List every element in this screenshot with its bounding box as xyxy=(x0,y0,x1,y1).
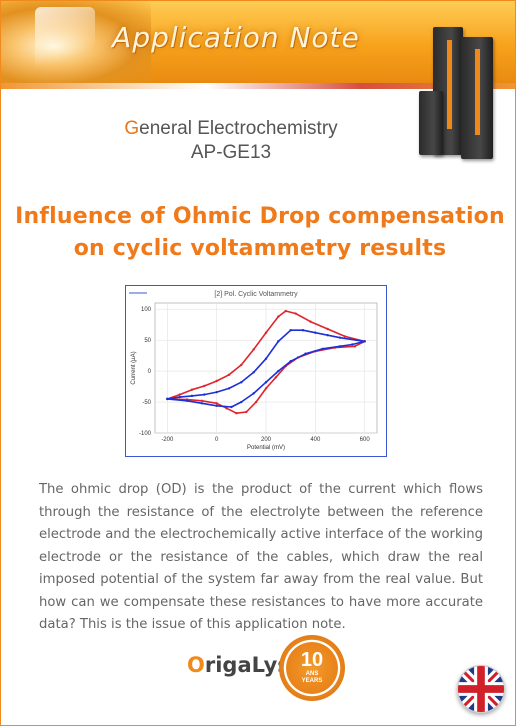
section-code: AP-GE13 xyxy=(190,142,272,163)
title-line-1: Influence of Ohmic Drop compensation xyxy=(15,204,505,229)
series-2-point xyxy=(215,390,218,394)
series-1-point xyxy=(245,410,248,414)
badge-text-1: ANS xyxy=(305,671,319,677)
series-1-point xyxy=(264,331,268,334)
section-name: eneral Electrochemistry xyxy=(139,118,338,139)
series-2-point xyxy=(190,394,194,398)
y-tick-label: 50 xyxy=(144,338,151,344)
logo-rest: rigaLys xyxy=(204,653,290,677)
series-2-point xyxy=(289,329,292,332)
y-tick-label: 0 xyxy=(148,369,152,375)
series-1-point xyxy=(284,309,287,313)
series-2-point xyxy=(227,387,231,390)
series-2-point xyxy=(277,369,280,373)
body-paragraph: The ohmic drop (OD) is the product of th… xyxy=(39,482,483,632)
language-flag-uk-icon[interactable] xyxy=(457,665,505,713)
x-tick-label: 0 xyxy=(215,437,219,443)
series-1-point xyxy=(309,320,312,323)
series-1-point xyxy=(274,376,278,379)
series-1-point xyxy=(215,379,218,383)
series-2-point xyxy=(338,345,342,348)
series-2-point xyxy=(200,402,204,405)
badge-caption: ANS YEARS xyxy=(279,671,345,685)
series-2-point xyxy=(264,381,268,384)
potentiostat-device-image xyxy=(415,27,513,159)
series-line-2 xyxy=(167,329,366,408)
series-2-point xyxy=(289,359,292,363)
x-tick-label: 400 xyxy=(310,437,321,443)
series-1-point xyxy=(294,312,297,315)
series-2-point xyxy=(240,381,243,384)
series-1-point xyxy=(190,388,194,391)
series-1-point xyxy=(215,402,218,405)
device-unit-3 xyxy=(419,91,443,155)
series-1-point xyxy=(200,399,204,403)
series-2-point xyxy=(304,352,307,355)
series-2-point xyxy=(338,336,342,339)
series-1-point xyxy=(227,373,231,377)
series-2-point xyxy=(363,340,366,343)
series-1-point xyxy=(203,384,206,388)
y-tick-label: -100 xyxy=(139,431,152,437)
header-photo-glare xyxy=(35,7,95,75)
cyclic-voltammetry-chart: [2] Pol. Cyclic Voltammetry -200 0 200 400 6… xyxy=(125,285,387,457)
series-1-point xyxy=(326,327,329,331)
series-1-point xyxy=(343,335,347,338)
logo-prefix: O xyxy=(187,653,205,677)
series-2-point xyxy=(321,347,324,351)
series-1-point xyxy=(264,387,268,390)
series-2-point xyxy=(178,395,181,399)
series-2-point xyxy=(326,333,329,337)
series-2-point xyxy=(277,340,280,343)
anniversary-badge: 10 ANS YEARS xyxy=(279,635,345,701)
series-1-point xyxy=(240,363,243,367)
series-2-point xyxy=(252,371,255,374)
section-heading: General Electrochemistry AP-GE13 xyxy=(31,117,431,165)
series-2-point xyxy=(203,393,206,396)
series-1-point xyxy=(277,315,280,318)
series-1-point xyxy=(353,345,356,348)
y-axis-label: Current (µA) xyxy=(131,351,137,384)
series-2-point xyxy=(215,404,218,407)
series-2-point xyxy=(185,399,189,403)
document-title: Influence of Ohmic Drop compensation on … xyxy=(1,201,515,265)
y-tick-label: 100 xyxy=(141,307,152,313)
x-tick-label: -200 xyxy=(161,437,174,443)
header-title: Application Note xyxy=(112,21,360,54)
title-line-2: on cyclic voltammetry results xyxy=(73,236,447,261)
series-2-point xyxy=(252,392,255,395)
series-1-point xyxy=(235,411,238,415)
x-axis-label: Potential (mV) xyxy=(247,445,285,451)
header-stripe xyxy=(1,83,515,89)
series-2-point xyxy=(301,329,305,332)
y-tick-label: -50 xyxy=(142,400,151,406)
series-1-point xyxy=(178,393,181,396)
series-2-point xyxy=(166,397,169,401)
badge-number: 10 xyxy=(300,649,324,671)
series-2-point xyxy=(314,331,317,334)
badge-text-2: YEARS xyxy=(301,678,323,684)
series-1-point xyxy=(252,348,255,351)
series-2-point xyxy=(230,405,233,409)
series-1-point xyxy=(225,407,228,410)
chart-title: [2] Pol. Cyclic Voltammetry xyxy=(214,291,298,298)
origalys-logo: OrigaLys xyxy=(187,653,290,677)
x-tick-label: 600 xyxy=(360,437,371,443)
series-2-point xyxy=(240,400,243,404)
section-first-letter: G xyxy=(124,118,140,139)
series-2-point xyxy=(351,343,354,346)
series-2-point xyxy=(264,357,268,360)
series-1-point xyxy=(254,400,258,404)
header-banner: Application Note xyxy=(1,1,515,83)
device-unit-2 xyxy=(461,37,493,159)
x-tick-label: 200 xyxy=(261,437,272,443)
